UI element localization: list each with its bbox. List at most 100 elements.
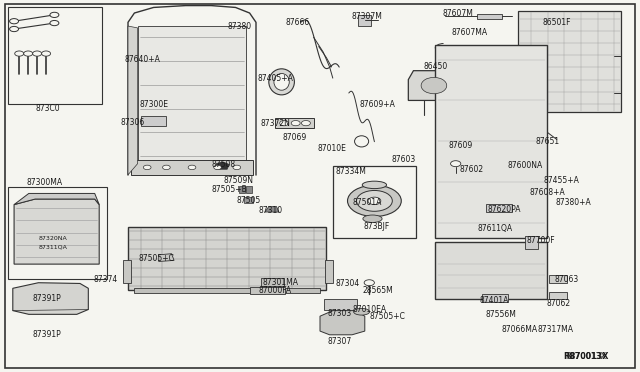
Bar [435,45,547,238]
Text: 87380+A: 87380+A [556,198,591,207]
Bar [435,242,547,299]
Circle shape [301,121,310,126]
Text: 86501F: 86501F [543,18,571,27]
Circle shape [356,190,392,211]
Polygon shape [14,193,99,205]
Ellipse shape [355,136,369,147]
Circle shape [163,165,170,170]
Text: 87000FA: 87000FA [259,286,292,295]
Text: 87609: 87609 [449,141,473,150]
Circle shape [10,19,19,24]
Text: 87509N: 87509N [224,176,253,185]
Text: 87455+A: 87455+A [544,176,580,185]
Text: 873C0: 873C0 [35,104,60,113]
Circle shape [280,121,289,126]
Text: 87603: 87603 [391,155,415,164]
Text: 87600NA: 87600NA [507,161,543,170]
Text: 87620PA: 87620PA [488,205,521,214]
Bar [482,294,508,302]
Text: 87307M: 87307M [351,12,382,21]
Bar [250,287,285,294]
Text: 87311QA: 87311QA [38,245,68,250]
Bar [525,236,538,249]
Circle shape [364,280,374,286]
Text: 87609+A: 87609+A [360,100,396,109]
Polygon shape [320,311,365,335]
Text: 87066MA: 87066MA [502,326,538,334]
Polygon shape [13,283,88,314]
Ellipse shape [274,73,289,90]
Ellipse shape [421,77,447,94]
Text: 87607M: 87607M [442,9,473,17]
Bar [333,166,416,238]
Text: R870013X: R870013X [564,352,609,361]
Circle shape [233,165,241,170]
Bar [131,160,253,175]
Text: 87505: 87505 [237,196,261,205]
Bar [477,14,502,19]
Text: 87608+A: 87608+A [529,188,565,197]
Bar [549,292,567,299]
Text: 87505+C: 87505+C [369,312,405,321]
Text: 87300E: 87300E [139,100,168,109]
Circle shape [188,165,196,170]
Text: 87391P: 87391P [33,330,61,339]
Text: 28565M: 28565M [362,286,393,295]
Text: 87320NA: 87320NA [39,235,67,241]
Circle shape [24,51,33,56]
Bar [239,186,245,193]
Polygon shape [408,71,460,100]
Text: 87611QA: 87611QA [477,224,512,233]
Circle shape [214,165,221,170]
Ellipse shape [269,69,294,95]
Text: 87010EA: 87010EA [353,305,387,314]
Circle shape [42,51,51,56]
Text: 87607MA: 87607MA [451,28,487,37]
Text: 87505+C: 87505+C [139,254,175,263]
Bar [134,288,320,293]
Bar [8,187,107,279]
Ellipse shape [362,181,387,189]
Bar [138,26,246,164]
Bar [246,186,252,193]
Text: 87505+B: 87505+B [211,185,247,194]
Bar [358,15,371,26]
Text: 87556M: 87556M [486,310,516,319]
Text: 87306: 87306 [121,118,145,127]
Bar [261,278,284,286]
Text: 86450: 86450 [423,62,447,71]
Text: 87301MA: 87301MA [262,278,298,287]
Text: 87501A: 87501A [352,198,381,207]
Text: 87508: 87508 [212,160,236,169]
Text: 87700F: 87700F [527,236,555,245]
Text: 87374: 87374 [93,275,118,283]
Bar [8,7,102,104]
Bar [128,227,326,290]
Text: 87401A: 87401A [479,296,509,305]
Bar [123,260,131,283]
Circle shape [33,51,42,56]
Circle shape [50,20,59,26]
Bar [275,118,314,128]
Polygon shape [265,206,279,212]
Polygon shape [216,162,229,169]
Circle shape [348,185,401,217]
Text: 87405+A: 87405+A [257,74,293,83]
Bar [325,260,333,283]
Circle shape [10,26,19,32]
Ellipse shape [353,308,370,315]
Text: 87304: 87304 [335,279,360,288]
Text: 873BJF: 873BJF [363,222,390,231]
Circle shape [291,121,300,126]
Text: 87062: 87062 [546,299,570,308]
Bar [244,197,253,203]
Bar [324,299,357,310]
Text: 87640+A: 87640+A [124,55,160,64]
Ellipse shape [363,215,382,222]
Bar [486,204,512,212]
Circle shape [451,161,461,167]
Text: 87063: 87063 [554,275,579,284]
Text: 87310: 87310 [258,206,282,215]
Text: 87651: 87651 [536,137,560,146]
Polygon shape [128,26,138,175]
